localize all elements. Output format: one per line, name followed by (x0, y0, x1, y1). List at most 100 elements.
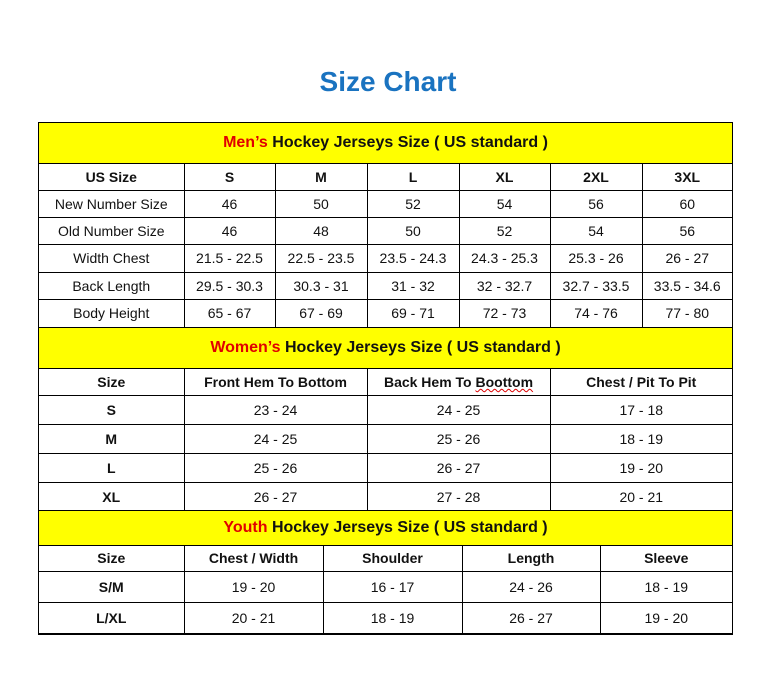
row-label-cell: M (39, 424, 185, 454)
women-table: Women’s Hockey Jerseys Size ( US standar… (39, 327, 732, 511)
men-banner-text: Hockey Jerseys Size ( US standard ) (267, 133, 548, 151)
table-cell: 50 (366, 216, 460, 245)
table-cell: 23.5 - 24.3 (366, 243, 460, 273)
table-cell: 25 - 26 (183, 453, 368, 483)
women-label: Women’s (210, 338, 281, 356)
table-cell: 19 - 20 (183, 570, 324, 603)
men-table-row: Back Length 29.5 - 30.3 30.3 - 31 31 - 32 32… (39, 271, 732, 300)
table-cell: 21.5 - 22.5 (183, 243, 276, 273)
table-cell: 54 (549, 216, 643, 245)
youth-header-row: Size Chest / Width Shoulder Length Sleeve (39, 544, 732, 572)
table-cell: 20 - 21 (183, 601, 324, 634)
table-cell: 24.3 - 25.3 (458, 243, 551, 273)
row-label-cell: Width Chest (39, 243, 185, 273)
women-column-header: Back Hem To Boottom (366, 368, 551, 396)
men-banner: Men’s Hockey Jerseys Size ( US standard … (39, 123, 732, 164)
table-cell: 19 - 20 (549, 453, 732, 483)
table-cell: 52 (458, 216, 551, 245)
men-column-header: M (274, 162, 368, 191)
row-label-cell: L/XL (39, 601, 185, 634)
table-cell: 18 - 19 (322, 601, 463, 634)
women-column-header: Size (39, 368, 185, 396)
table-cell: 25 - 26 (366, 424, 551, 454)
table-cell: 33.5 - 34.6 (641, 271, 732, 300)
table-cell: 26 - 27 (461, 601, 601, 634)
table-cell: 32.7 - 33.5 (549, 271, 643, 300)
men-column-header: 3XL (641, 162, 732, 191)
women-table-row: M 24 - 25 25 - 26 18 - 19 (39, 424, 732, 454)
table-cell: 46 (183, 189, 276, 218)
row-label-cell: Body Height (39, 298, 185, 328)
row-label-cell: Old Number Size (39, 216, 185, 245)
youth-banner: Youth Hockey Jerseys Size ( US standard … (39, 511, 732, 546)
table-cell: 26 - 27 (641, 243, 732, 273)
table-cell: 74 - 76 (549, 298, 643, 328)
header-text: 3XL (674, 168, 701, 185)
row-label-cell: S (39, 395, 185, 425)
men-header-row: US Size S M L XL 2XL 3XL (39, 162, 732, 191)
table-cell: 30.3 - 31 (274, 271, 368, 300)
header-text: 2XL (583, 168, 609, 185)
women-column-header: Chest / Pit To Pit (549, 368, 732, 396)
table-cell: 32 - 32.7 (458, 271, 551, 300)
table-cell: 24 - 25 (366, 395, 551, 425)
table-cell: 18 - 19 (599, 570, 732, 603)
table-cell: 54 (458, 189, 551, 218)
header-text: Chest / Pit To Pit (586, 374, 697, 390)
header-text: Length (507, 550, 555, 566)
table-cell: 56 (549, 189, 643, 218)
table-cell: 24 - 25 (183, 424, 368, 454)
women-table-row: L 25 - 26 26 - 27 19 - 20 (39, 453, 732, 483)
table-cell: 31 - 32 (366, 271, 460, 300)
page-title: Size Chart (319, 66, 457, 97)
women-banner-text: Hockey Jerseys Size ( US standard ) (280, 338, 561, 356)
youth-column-header: Chest / Width (183, 544, 324, 572)
table-cell: 67 - 69 (274, 298, 368, 328)
table-cell: 20 - 21 (549, 482, 732, 511)
header-text: Shoulder (362, 550, 423, 566)
youth-label: Youth (223, 518, 268, 536)
header-text: M (315, 168, 327, 185)
men-table: Men’s Hockey Jerseys Size ( US standard … (39, 123, 732, 328)
men-table-row: New Number Size 46 50 52 54 56 60 (39, 189, 732, 218)
table-cell: 56 (641, 216, 732, 245)
row-label-cell: Back Length (39, 271, 185, 300)
youth-column-header: Length (461, 544, 601, 572)
header-text: XL (495, 168, 514, 185)
table-cell: 69 - 71 (366, 298, 460, 328)
table-cell: 72 - 73 (458, 298, 551, 328)
youth-table-row: L/XL 20 - 21 18 - 19 26 - 27 19 - 20 (39, 601, 732, 634)
table-cell: 27 - 28 (366, 482, 551, 511)
men-column-header: L (366, 162, 460, 191)
table-cell: 24 - 26 (461, 570, 601, 603)
table-cell: 26 - 27 (183, 482, 368, 511)
size-chart: Men’s Hockey Jerseys Size ( US standard … (38, 122, 733, 635)
table-cell: 50 (274, 189, 368, 218)
misspelled-word: Boottom (475, 374, 534, 390)
men-label: Men’s (223, 133, 268, 151)
women-column-header: Front Hem To Bottom (183, 368, 368, 396)
table-cell: 18 - 19 (549, 424, 732, 454)
table-cell: 46 (183, 216, 276, 245)
youth-banner-title: Youth Hockey Jerseys Size ( US standard … (39, 511, 732, 546)
table-cell: 25.3 - 26 (549, 243, 643, 273)
header-text: Size (97, 374, 126, 390)
table-cell: 22.5 - 23.5 (274, 243, 368, 273)
table-cell: 23 - 24 (183, 395, 368, 425)
row-label-cell: XL (39, 482, 185, 511)
women-banner-title: Women’s Hockey Jerseys Size ( US standar… (39, 327, 732, 369)
youth-table: Youth Hockey Jerseys Size ( US standard … (39, 511, 732, 634)
header-text: Back Hem To Boottom (383, 374, 534, 390)
men-table-row: Width Chest 21.5 - 22.5 22.5 - 23.5 23.5 - … (39, 243, 732, 273)
table-cell: 19 - 20 (599, 601, 732, 634)
youth-banner-text: Hockey Jerseys Size ( US standard ) (267, 518, 548, 536)
youth-table-row: S/M 19 - 20 16 - 17 24 - 26 18 - 19 (39, 570, 732, 603)
men-column-header: 2XL (549, 162, 643, 191)
table-cell: 48 (274, 216, 368, 245)
youth-column-header: Size (39, 544, 185, 572)
men-column-header: XL (458, 162, 551, 191)
table-cell: 17 - 18 (549, 395, 732, 425)
men-column-header: US Size (39, 162, 185, 191)
youth-column-header: Shoulder (322, 544, 463, 572)
table-cell: 77 - 80 (641, 298, 732, 328)
